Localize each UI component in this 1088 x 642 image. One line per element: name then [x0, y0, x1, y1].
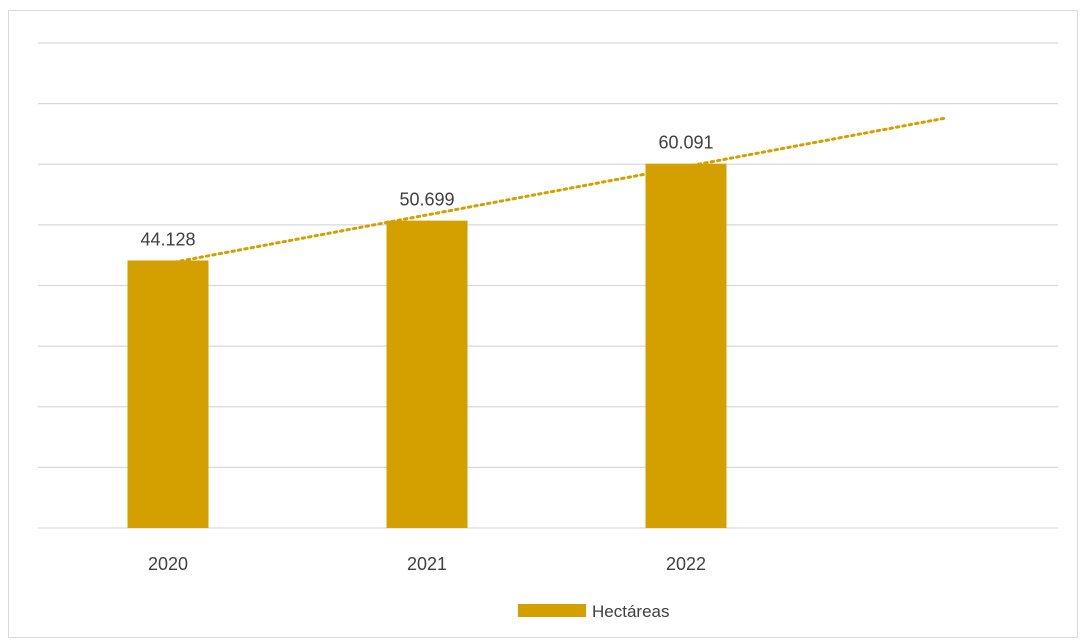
- x-tick-2021: 2021: [407, 554, 447, 574]
- trendline-group: [166, 116, 947, 265]
- data-label-2022: 60.091: [658, 133, 713, 153]
- x-tick-2022: 2022: [666, 554, 706, 574]
- bar-2020: [127, 260, 209, 528]
- legend-swatch: [518, 604, 586, 617]
- x-tick-2020: 2020: [148, 554, 188, 574]
- trendline: [166, 116, 947, 265]
- data-label-2021: 50.699: [399, 190, 454, 210]
- legend-label-hectareas: Hectáreas: [592, 602, 669, 621]
- bars: [127, 163, 727, 529]
- legend: Hectáreas: [518, 602, 669, 621]
- bar-2022: [645, 163, 727, 529]
- data-label-2020: 44.128: [140, 229, 195, 249]
- x-axis-ticks: 2020 2021 2022: [148, 554, 706, 574]
- data-labels: 44.128 50.699 60.091: [140, 133, 713, 250]
- bar-2021: [386, 220, 468, 528]
